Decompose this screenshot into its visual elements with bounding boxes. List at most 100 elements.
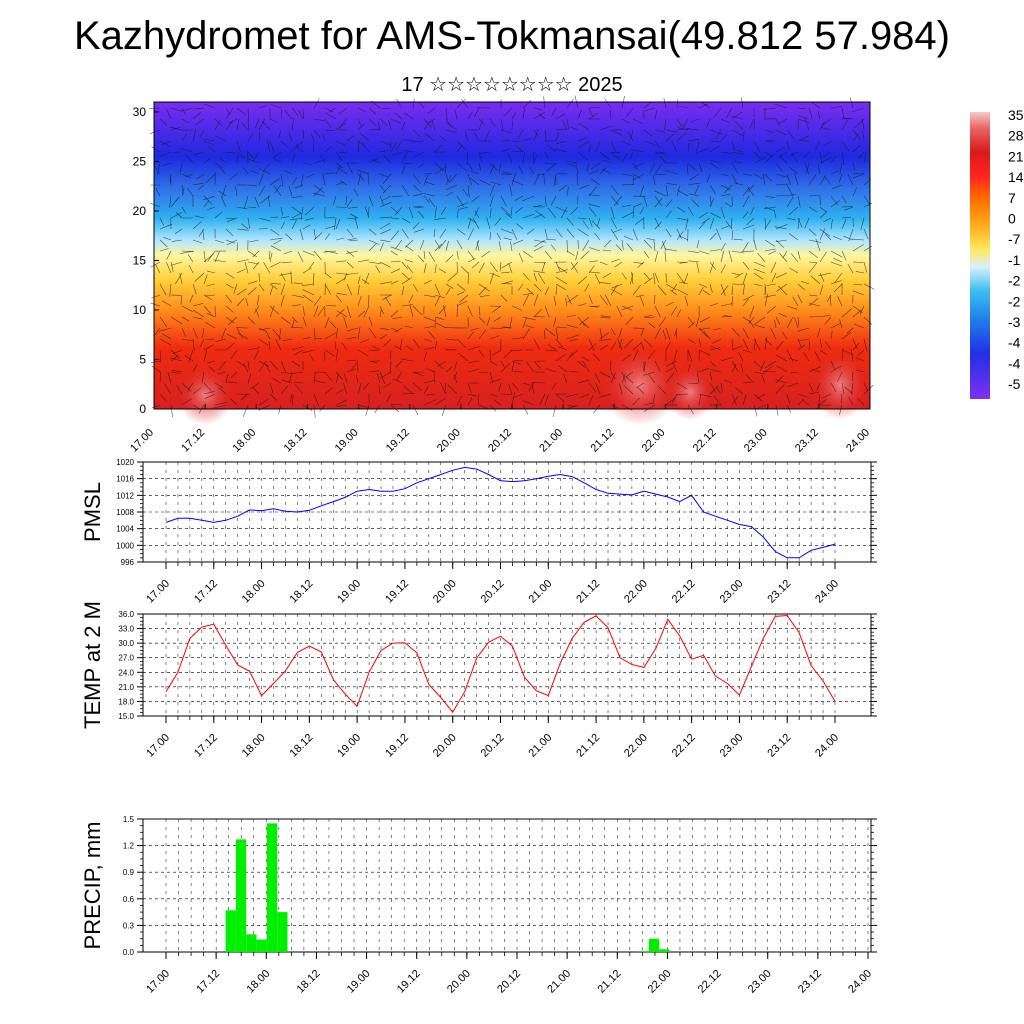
wind-barb — [467, 184, 470, 198]
x-tick-label: 17.12 — [192, 732, 220, 760]
wind-barb — [500, 228, 513, 234]
wind-barb — [863, 316, 873, 326]
wind-barb — [689, 173, 700, 181]
wind-barb — [392, 195, 403, 197]
wind-barb — [456, 239, 463, 249]
wind-barb — [151, 365, 161, 373]
wind-barb — [205, 294, 216, 297]
wind-barb — [639, 295, 645, 307]
wind-barb — [364, 272, 370, 285]
wind-barb — [258, 118, 266, 131]
y-tick-label: 15 — [133, 253, 147, 267]
wind-barb — [665, 341, 671, 351]
wind-barb — [492, 349, 502, 356]
wind-barb — [748, 316, 755, 325]
wind-barb — [258, 131, 260, 142]
wind-barb — [626, 107, 634, 117]
y-tick-label: 1008 — [116, 508, 134, 517]
wind-barb — [280, 140, 288, 148]
wind-barb — [478, 262, 485, 274]
wind-barb — [280, 371, 291, 374]
wind-barb — [357, 349, 369, 357]
wind-barb — [665, 184, 669, 197]
wind-barb — [476, 241, 480, 252]
wind-barb — [434, 283, 441, 296]
wind-barb — [280, 109, 283, 120]
wind-barb — [597, 217, 601, 227]
wind-barb — [654, 195, 662, 206]
wind-barb — [533, 293, 539, 307]
wind-barb — [258, 105, 267, 109]
wind-barb — [830, 382, 837, 392]
wind-barb — [610, 217, 618, 230]
wind-barb — [379, 150, 389, 153]
wind-barb — [614, 261, 623, 268]
wind-barb — [648, 374, 656, 384]
wind-barb — [343, 382, 348, 395]
wind-barb — [544, 195, 547, 207]
wind-barb — [237, 332, 249, 340]
y-axis-label: PRECIP, mm — [80, 822, 105, 950]
wind-barb — [247, 360, 250, 370]
wind-barb — [786, 184, 794, 197]
wind-barb — [313, 393, 320, 407]
wind-barb — [390, 230, 399, 241]
wind-barb — [181, 173, 192, 179]
wind-barb — [555, 140, 568, 144]
wind-barb — [423, 338, 433, 342]
wind-barb — [676, 132, 687, 142]
wind-barb — [774, 226, 788, 230]
wind-barb — [863, 150, 867, 164]
wind-barb — [283, 250, 293, 255]
wind-barb — [731, 327, 740, 337]
wind-barb — [456, 338, 467, 349]
wind-barb — [652, 174, 656, 186]
wind-barb — [258, 399, 269, 406]
wind-barb — [566, 118, 570, 130]
wind-barb — [201, 371, 205, 383]
wind-barb — [489, 404, 497, 412]
wind-barb — [247, 287, 257, 296]
wind-barb — [278, 327, 282, 341]
wind-barb — [570, 261, 579, 270]
wind-barb — [764, 195, 775, 198]
wind-barb — [824, 316, 832, 325]
wind-barb — [247, 206, 257, 208]
precip-bar — [256, 939, 267, 952]
wind-barb — [192, 364, 198, 373]
wind-barb — [343, 272, 348, 281]
wind-barb — [518, 165, 524, 175]
wind-barb — [726, 107, 733, 119]
wind-barb — [304, 206, 315, 216]
wind-barb — [194, 107, 205, 110]
wind-barb — [225, 342, 235, 351]
wind-barb — [709, 261, 716, 270]
wind-barb — [467, 382, 472, 393]
precip-bar — [648, 938, 660, 952]
wind-barb — [433, 370, 436, 384]
wind-barb — [830, 365, 842, 373]
wind-barb — [640, 184, 645, 197]
wind-barb — [346, 368, 357, 373]
wind-barb — [763, 371, 777, 373]
wind-barb — [149, 107, 161, 109]
wind-barb — [394, 112, 403, 120]
wind-barb — [775, 375, 784, 384]
x-tick-label: 20.00 — [431, 578, 459, 606]
wind-barb — [445, 349, 458, 351]
wind-barb — [537, 272, 546, 285]
colorbar-label: -2 — [1008, 273, 1021, 289]
wind-barb — [819, 398, 827, 406]
wind-barb — [424, 133, 436, 142]
wind-barb — [202, 229, 205, 241]
wind-barb — [343, 316, 348, 329]
temp-panel: 15.018.021.024.027.030.033.036.017.00 17.… — [80, 601, 877, 760]
wind-barb — [526, 288, 535, 296]
wind-barb — [302, 305, 305, 316]
wind-barb — [458, 352, 469, 362]
wind-barb — [797, 107, 807, 110]
wind-barb — [740, 363, 744, 373]
